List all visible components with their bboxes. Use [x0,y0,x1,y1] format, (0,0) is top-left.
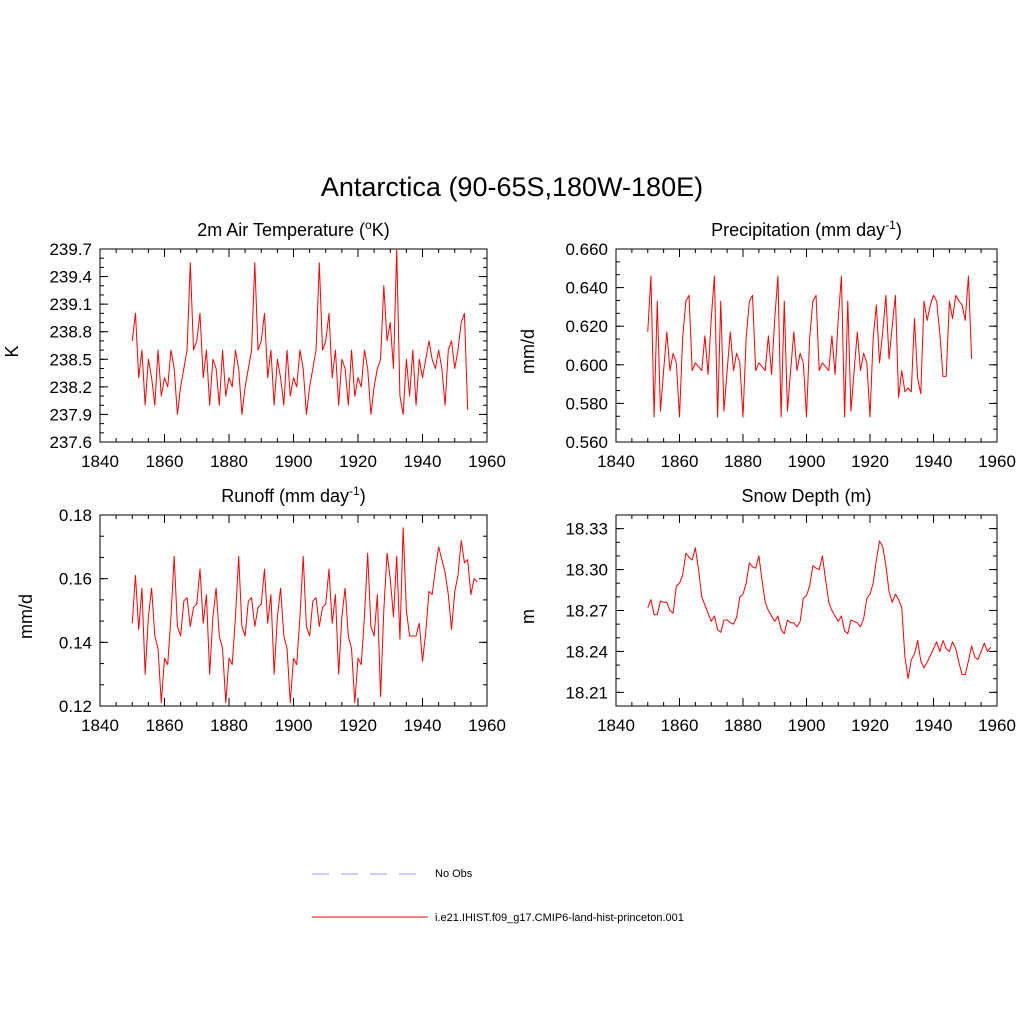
precipitation-title: Precipitation (mm day-1) [711,218,902,240]
snow-depth-title-main: Snow Depth (m) [741,486,871,506]
precipitation-title-main: Precipitation (mm day [711,220,885,240]
precipitation-ytick-label: 0.660 [565,240,608,259]
runoff-xtick-label: 1880 [210,716,248,735]
runoff-ytick-label: 0.12 [59,697,92,716]
precipitation-xtick-label: 1880 [724,452,762,471]
panel-runoff: Runoff (mm day-1) mm/d 1840 1860 1880 1900 192… [16,484,506,735]
snow-depth-xtick-label: 1840 [597,716,635,735]
temperature-xtick-label: 1960 [468,452,506,471]
snow-depth-ylabel: m [518,609,538,624]
temperature-ytick-label: 237.6 [49,433,92,452]
panel-snow-depth: Snow Depth (m) m 1840 1860 1880 1900 1920 1940 1… [518,486,1016,735]
snow-depth-ytick-label: 18.21 [565,683,608,702]
runoff-title-tail: ) [360,486,366,506]
runoff-xtick-label: 1900 [275,716,313,735]
runoff-series-line [131,527,478,704]
runoff-xtick-label: 1920 [339,716,377,735]
temperature-ytick-label: 237.9 [49,405,92,424]
runoff-xtick-label: 1940 [404,716,442,735]
snow-depth-xtick-label: 1860 [661,716,699,735]
runoff-xtick-label: 1840 [81,716,119,735]
temperature-xtick-label: 1940 [404,452,442,471]
temperature-plot-frame [99,248,488,443]
temperature-title: 2m Air Temperature (oK) [197,218,389,240]
runoff-ytick-label: 0.16 [59,570,92,589]
precipitation-title-tail: ) [896,220,902,240]
temperature-series-line [131,248,469,415]
figure-title: Antarctica (90-65S,180W-180E) [321,172,703,202]
runoff-ytick-label: 0.14 [59,633,92,652]
temperature-title-main: 2m Air Temperature ( [197,220,365,240]
temperature-ytick-label: 238.5 [49,350,92,369]
snow-depth-title: Snow Depth (m) [741,486,871,506]
temperature-xtick-label: 1880 [210,452,248,471]
snow-depth-ytick-label: 18.24 [565,642,608,661]
runoff-title-main: Runoff (mm day [221,486,349,506]
legend-label-model: i.e21.IHIST.f09_g17.CMIP6-land-hist-prin… [435,912,684,924]
runoff-xtick-label: 1960 [468,716,506,735]
temperature-title-sup: o [365,218,372,232]
temperature-xtick-label: 1860 [146,452,184,471]
panel-temperature: 2m Air Temperature (oK) K 1840 1860 1880 1900… [2,218,506,471]
precipitation-ytick-label: 0.560 [565,433,608,452]
legend: No Obs i.e21.IHIST.f09_g17.CMIP6-land-hi… [312,868,684,924]
temperature-ytick-label: 238.8 [49,323,92,342]
temperature-title-tail: K) [372,220,390,240]
snow-depth-xtick-label: 1880 [724,716,762,735]
runoff-xtick-label: 1860 [146,716,184,735]
temperature-xtick-label: 1840 [81,452,119,471]
temperature-ytick-label: 239.4 [49,268,92,287]
precipitation-xtick-label: 1920 [851,452,889,471]
snow-depth-ytick-label: 18.27 [565,602,608,621]
precipitation-ytick-label: 0.620 [565,317,608,336]
temperature-ytick-label: 239.7 [49,240,92,259]
precipitation-ytick-label: 0.640 [565,279,608,298]
panels: 2m Air Temperature (oK) K 1840 1860 1880 1900… [2,218,1016,735]
legend-label-no-obs: No Obs [435,868,473,880]
precipitation-xtick-label: 1940 [915,452,953,471]
precipitation-xtick-label: 1900 [788,452,826,471]
snow-depth-xtick-label: 1920 [851,716,889,735]
runoff-title-sup: -1 [349,484,360,498]
precipitation-xtick-label: 1840 [597,452,635,471]
panel-precipitation: Precipitation (mm day-1) mm/d 1840 1860 1880… [518,218,1016,471]
snow-depth-xtick-label: 1940 [915,716,953,735]
runoff-plot-frame [99,514,488,707]
snow-depth-ytick-label: 18.33 [565,520,608,539]
temperature-ytick-label: 239.1 [49,295,92,314]
snow-depth-xtick-label: 1960 [978,716,1016,735]
precipitation-series-line [647,275,973,418]
snow-depth-xtick-label: 1900 [788,716,826,735]
temperature-xtick-label: 1900 [275,452,313,471]
precipitation-ylabel: mm/d [518,329,538,374]
temperature-xtick-label: 1920 [339,452,377,471]
precipitation-ytick-label: 0.580 [565,394,608,413]
precipitation-ytick-label: 0.600 [565,356,608,375]
temperature-ylabel: K [2,345,22,357]
runoff-ytick-label: 0.18 [59,506,92,525]
runoff-ylabel: mm/d [16,594,36,639]
snow-depth-series-line [647,540,992,680]
temperature-ytick-label: 238.2 [49,378,92,397]
precipitation-title-sup: -1 [885,218,896,232]
precipitation-xtick-label: 1960 [978,452,1016,471]
snow-depth-ytick-label: 18.30 [565,561,608,580]
precipitation-xtick-label: 1860 [661,452,699,471]
runoff-title: Runoff (mm day-1) [221,484,365,506]
